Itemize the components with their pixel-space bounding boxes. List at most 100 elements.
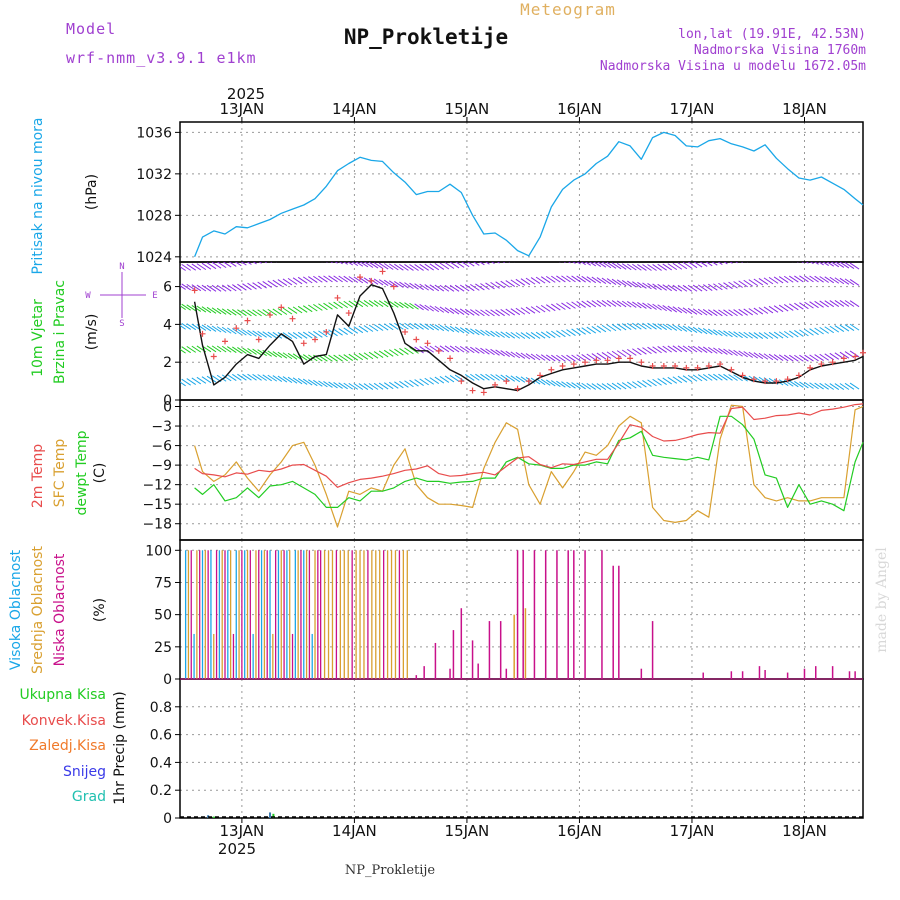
wind-barb xyxy=(313,330,323,338)
wind-barb xyxy=(434,263,445,270)
wind-barb xyxy=(232,373,242,381)
wind-barb xyxy=(424,284,435,291)
wind-barb xyxy=(566,381,576,389)
wind-barb xyxy=(201,284,212,292)
wind-barb xyxy=(505,280,516,287)
wind-barb xyxy=(237,346,247,354)
wind-barb xyxy=(526,255,535,261)
wind-barb xyxy=(723,309,733,317)
wind-barb xyxy=(343,354,353,361)
wind-barb xyxy=(692,326,703,334)
wind-barb xyxy=(419,263,429,271)
wind-barb xyxy=(237,309,247,317)
wind-barb xyxy=(667,263,678,271)
wind-barb xyxy=(834,277,845,285)
wind-barb xyxy=(363,325,374,332)
wind-gust-marker xyxy=(559,362,566,369)
wind-barb xyxy=(196,305,207,313)
wind-barb xyxy=(226,346,237,353)
wind-barb xyxy=(257,281,267,289)
wind-barb xyxy=(373,278,384,286)
wind-barb xyxy=(353,353,364,361)
wind-barb xyxy=(682,375,693,383)
wind-gust-marker xyxy=(860,349,866,356)
wind-barb xyxy=(535,305,546,313)
bottom-day-label: 17JAN xyxy=(670,822,715,840)
wind-barb xyxy=(611,382,622,390)
wind-barb xyxy=(713,283,723,291)
wind-barb xyxy=(556,354,566,362)
wind-barb xyxy=(711,262,718,266)
wind-barb xyxy=(347,262,353,266)
wind-barb xyxy=(232,346,242,354)
wind-barb xyxy=(277,351,288,359)
ytick-label: 0 xyxy=(163,811,172,827)
wind-barb xyxy=(258,262,262,264)
wind-barb xyxy=(576,262,581,265)
wind-barb xyxy=(424,323,435,331)
wind-barb xyxy=(789,275,799,283)
ytick-label: 75 xyxy=(154,575,172,591)
panel-pressure: 1024 1028 1032 1036 xyxy=(136,121,864,266)
wind-barb xyxy=(753,332,764,339)
wind-barb xyxy=(439,284,450,292)
wind-barb xyxy=(794,330,804,337)
top-day-label: 13JAN xyxy=(220,100,265,118)
top-day-label: 17JAN xyxy=(670,100,715,118)
wind-barb xyxy=(343,382,353,390)
wind-barb xyxy=(702,309,713,316)
wind-barb xyxy=(267,331,278,339)
wind-barb xyxy=(672,306,683,314)
wind-barb xyxy=(733,374,743,382)
wind-barb xyxy=(464,374,475,381)
wind-barb xyxy=(363,352,374,360)
wind-barb xyxy=(383,323,394,331)
wind-barb xyxy=(490,373,500,381)
wind-barb xyxy=(738,308,748,316)
wind-barb xyxy=(759,255,768,261)
wind-barb xyxy=(404,264,414,271)
wind-barb xyxy=(404,380,414,388)
wind-barb xyxy=(323,275,333,283)
wind-barb xyxy=(363,300,374,307)
wind-gust-marker xyxy=(672,362,679,369)
wind-barb xyxy=(525,353,536,360)
wind-gust-marker xyxy=(300,340,307,347)
wind-barb xyxy=(687,284,698,292)
wind-barb xyxy=(713,309,723,317)
wind-barb xyxy=(824,300,835,308)
wind-barb xyxy=(611,300,622,308)
ytick-label: 0 xyxy=(163,393,172,409)
wind-barb xyxy=(257,349,267,357)
wind-barb xyxy=(662,345,672,353)
wind-barb xyxy=(829,300,840,307)
wind-barb xyxy=(551,303,561,311)
wind-barb xyxy=(733,331,743,339)
wind-barb xyxy=(626,322,637,330)
wind-barb xyxy=(844,262,855,269)
wind-barb xyxy=(844,300,855,307)
wind-barb xyxy=(470,346,480,354)
wind-barb xyxy=(652,263,662,271)
footer-station: NP_Prokletije xyxy=(345,863,436,878)
wind-barb xyxy=(275,262,277,263)
wind-barb xyxy=(530,353,541,361)
wind-barb xyxy=(525,332,536,339)
wind-barb xyxy=(818,262,824,266)
ytick-label: 1028 xyxy=(136,208,172,224)
wind-barb xyxy=(262,331,272,339)
wind-gust-marker xyxy=(705,362,712,369)
wind-barb xyxy=(591,353,602,360)
wind-barb xyxy=(792,262,794,263)
wind-barb xyxy=(773,331,784,339)
wind-barb xyxy=(586,300,597,308)
wind-barb xyxy=(819,300,829,308)
wind-barb xyxy=(763,353,774,361)
wind-barb xyxy=(708,283,718,291)
wind-barb xyxy=(378,262,389,270)
wind-barb xyxy=(662,377,672,385)
wind-barb xyxy=(697,284,708,292)
wind-barb xyxy=(444,262,455,269)
cloud-ylabel-third: Niska Oblacnost xyxy=(52,553,68,666)
